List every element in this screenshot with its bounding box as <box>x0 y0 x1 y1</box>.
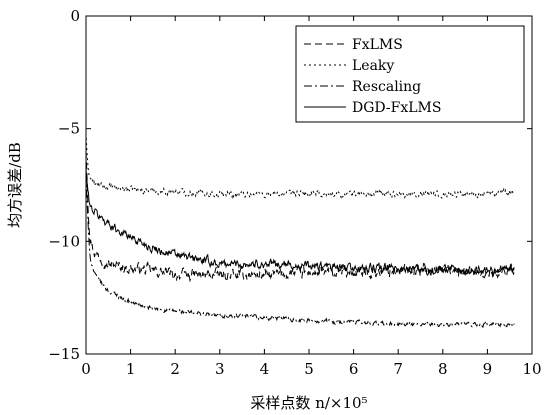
x-axis-title: 采样点数 n/×10⁵ <box>250 394 367 412</box>
y-axis-title: 均方误差/dB <box>6 142 24 228</box>
y-tick-label: −10 <box>48 232 80 250</box>
x-tick-label: 3 <box>215 360 225 378</box>
tick-labels: 0 1 2 3 4 5 6 7 8 9 10 −15 −10 −5 0 <box>48 7 541 378</box>
series-line-fxlms <box>85 151 515 283</box>
x-tick-label: 4 <box>260 360 270 378</box>
x-tick-label: 6 <box>349 360 359 378</box>
series-line-dgd-fxlms <box>85 169 515 276</box>
series-line-rescaling <box>85 173 515 328</box>
y-tick-label: 0 <box>70 7 80 25</box>
legend-label: FxLMS <box>352 37 403 53</box>
legend-label: DGD-FxLMS <box>352 100 441 116</box>
legend-items: FxLMS Leaky Rescaling DGD-FxLMS <box>304 37 441 116</box>
plot-lines <box>85 133 515 328</box>
x-tick-label: 0 <box>81 360 91 378</box>
x-tick-label: 5 <box>304 360 314 378</box>
x-tick-label: 1 <box>126 360 136 378</box>
x-tick-label: 7 <box>393 360 403 378</box>
x-tick-label: 10 <box>522 360 541 378</box>
legend-box <box>295 25 525 123</box>
ticks <box>85 15 533 355</box>
legend: FxLMS Leaky Rescaling DGD-FxLMS <box>295 25 525 123</box>
y-tick-label: −5 <box>58 120 80 138</box>
series-line-leaky <box>85 133 515 200</box>
x-tick-label: 2 <box>170 360 180 378</box>
y-tick-label: −15 <box>48 345 80 363</box>
legend-label: Rescaling <box>352 79 421 95</box>
x-tick-label: 9 <box>483 360 493 378</box>
legend-label: Leaky <box>352 58 394 74</box>
x-tick-label: 8 <box>438 360 448 378</box>
